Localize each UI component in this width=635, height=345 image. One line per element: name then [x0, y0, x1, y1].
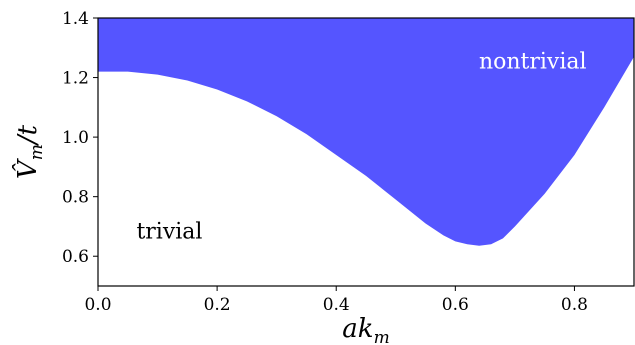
- y-axis-title: V̂m/t: [12, 124, 47, 179]
- x-tick-label: 0.4: [323, 295, 350, 315]
- y-tick-label: 1.0: [62, 128, 89, 148]
- y-tick-label: 0.6: [62, 247, 89, 267]
- trivial-label: trivial: [136, 219, 202, 244]
- axis-ticks: 0.0 0.2 0.4 0.6 0.8 0.6 0.8 1.0 1.2 1.4: [62, 9, 588, 315]
- y-tick-label: 1.4: [62, 9, 89, 29]
- y-tick-label: 1.2: [62, 69, 89, 89]
- x-tick-label: 0.2: [204, 295, 231, 315]
- x-tick-label: 0.8: [561, 295, 588, 315]
- plot-frame: [97, 17, 635, 287]
- nontrivial-label: nontrivial: [479, 50, 587, 75]
- x-tick-label: 0.0: [84, 295, 111, 315]
- x-tick-label: 0.6: [442, 295, 469, 315]
- x-axis-title: akm: [342, 314, 389, 345]
- nontrivial-region: [98, 18, 634, 246]
- y-tick-label: 0.8: [62, 188, 89, 208]
